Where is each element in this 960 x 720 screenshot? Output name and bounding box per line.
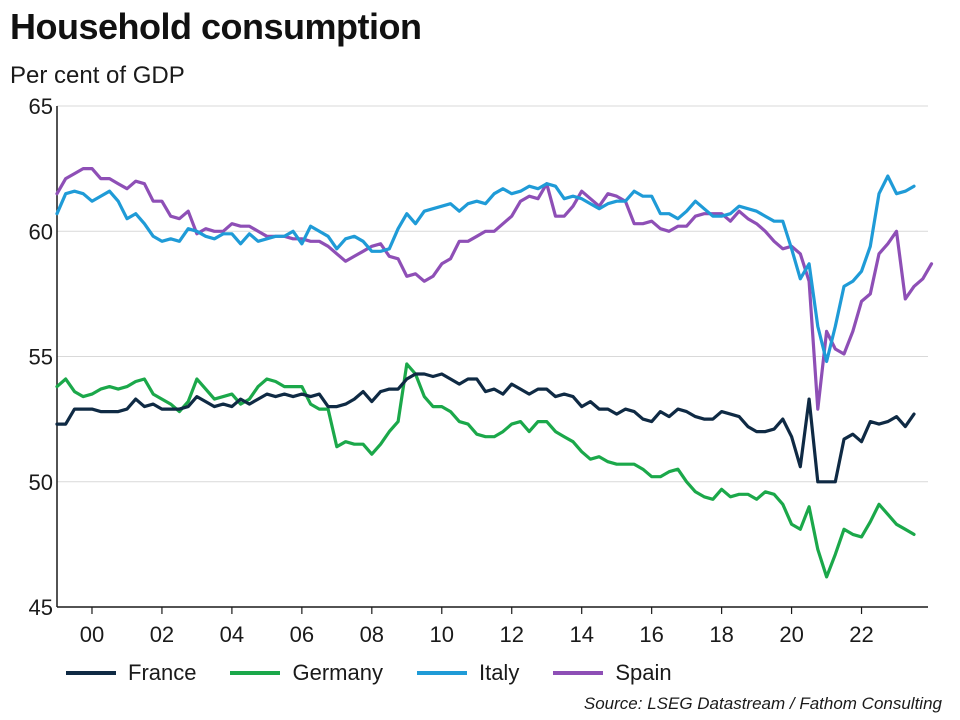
legend-item-spain: Spain xyxy=(553,660,672,686)
x-tick-label: 14 xyxy=(569,622,593,647)
y-tick-label: 55 xyxy=(29,345,53,370)
y-axis: 45 50 55 60 65 xyxy=(29,94,53,620)
legend-label-france: France xyxy=(128,660,197,685)
legend-label-germany: Germany xyxy=(292,660,383,685)
legend-item-germany: Germany xyxy=(230,660,383,686)
x-tick-label: 08 xyxy=(360,622,384,647)
x-tick-label: 12 xyxy=(499,622,523,647)
x-tick-label: 06 xyxy=(290,622,314,647)
legend-swatch-france xyxy=(66,671,116,675)
legend-swatch-germany xyxy=(230,671,281,675)
x-tick-label: 22 xyxy=(849,622,873,647)
legend-item-france: France xyxy=(66,660,196,686)
y-tick-label: 45 xyxy=(29,595,53,620)
y-tick-label: 50 xyxy=(29,470,53,495)
series-line-italy xyxy=(55,174,916,364)
series-line-spain xyxy=(55,167,934,411)
legend-swatch-italy xyxy=(416,671,467,675)
x-tick-label: 16 xyxy=(639,622,663,647)
series-line-france xyxy=(55,372,916,484)
legend-label-spain: Spain xyxy=(615,660,672,685)
x-tick-label: 02 xyxy=(150,622,174,647)
legend: France Germany Italy Spain xyxy=(66,660,706,686)
legend-swatch-spain xyxy=(553,671,604,675)
chart-title: Household consumption xyxy=(10,6,422,47)
grid-lines xyxy=(56,105,928,608)
legend-item-italy: Italy xyxy=(416,660,520,686)
series-line-germany xyxy=(55,362,916,579)
source-note: Source: LSEG Datastream / Fathom Consult… xyxy=(583,694,942,713)
x-tick-label: 18 xyxy=(709,622,733,647)
y-tick-label: 65 xyxy=(29,94,53,119)
x-tick-label: 04 xyxy=(220,622,244,647)
x-axis: 00 02 04 06 08 10 12 14 16 18 20 22 xyxy=(80,607,874,647)
x-tick-label: 00 xyxy=(80,622,104,647)
series-lines xyxy=(55,167,934,579)
y-tick-label: 60 xyxy=(29,219,53,244)
x-tick-label: 10 xyxy=(430,622,454,647)
chart-area: 45 50 55 60 65 00 02 04 06 08 10 12 14 16 18 20 22 xyxy=(29,94,934,647)
legend-label-italy: Italy xyxy=(478,660,520,685)
x-tick-label: 20 xyxy=(779,622,803,647)
chart-subtitle: Per cent of GDP xyxy=(10,62,185,89)
